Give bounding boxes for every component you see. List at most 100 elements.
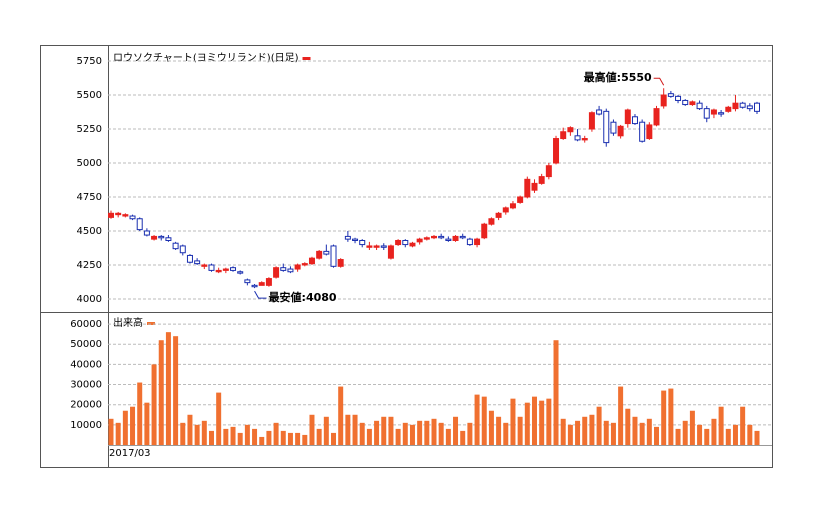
annotation-arrow [254, 290, 267, 299]
candle-body [675, 95, 682, 101]
candle-body [696, 102, 703, 110]
candle-body [330, 245, 337, 267]
candle-body [459, 235, 466, 239]
volume-bar [718, 406, 724, 445]
candle-body [603, 110, 610, 144]
annotation: 最高値:5550 [584, 70, 652, 84]
candle-body [746, 105, 753, 110]
y-tick-label: 20000 [70, 400, 102, 411]
volume-bar [632, 416, 638, 445]
volume-bar [137, 382, 143, 445]
volume-bar [510, 398, 516, 445]
volume-bar [194, 424, 200, 445]
volume-bar [216, 392, 222, 445]
volume-bar [732, 424, 738, 445]
y-tick-label: 30000 [70, 380, 102, 391]
candle-body [194, 260, 201, 265]
volume-bar [575, 420, 581, 445]
volume-bar [474, 394, 480, 445]
candle-body [337, 259, 344, 267]
volume-bar [122, 410, 128, 445]
volume-bar [567, 424, 573, 445]
volume-bar [309, 414, 315, 445]
candle-body [574, 135, 581, 141]
volume-bar [639, 422, 645, 445]
candle-body [553, 138, 560, 164]
candle-body [631, 116, 638, 125]
y-tick-label: 4500 [77, 226, 102, 237]
candle-body [754, 102, 760, 112]
volume-bar [431, 418, 437, 445]
volume-bar [460, 430, 466, 445]
volume-bar [496, 416, 502, 445]
candle-body [316, 250, 323, 259]
volume-bar [173, 336, 179, 445]
candle-body [402, 239, 409, 246]
candle-body [646, 124, 653, 140]
candle-body [366, 245, 373, 248]
volume-bar [546, 398, 552, 445]
volume-bar [323, 416, 329, 445]
candle-body [380, 245, 387, 248]
candle-body [344, 235, 351, 240]
volume-bar [287, 432, 293, 445]
candle-body [596, 109, 603, 115]
candle-body [639, 121, 646, 142]
candle-body [108, 212, 114, 218]
volume-bar [295, 432, 301, 445]
volume-bar [740, 406, 746, 445]
volume-bar [747, 424, 753, 445]
volume-bar [208, 430, 214, 445]
volume-bar [259, 436, 265, 445]
candle-body [301, 263, 308, 266]
volume-bar [374, 420, 380, 445]
y-tick-label: 60000 [70, 319, 102, 330]
volume-bar [646, 418, 652, 445]
volume-bar [553, 340, 559, 445]
y-tick-label: 10000 [70, 420, 102, 431]
volume-bar [754, 430, 760, 445]
volume-bar [625, 408, 631, 445]
candle-body [129, 215, 136, 220]
volume-title: 出来高 [113, 316, 143, 329]
candle-body [438, 235, 445, 239]
candle-body [732, 102, 739, 110]
candle-body [481, 223, 488, 239]
candle-body [452, 235, 459, 241]
volume-bar [531, 396, 537, 445]
volume-bar [331, 432, 337, 445]
volume-bar [582, 416, 588, 445]
candle-body [624, 109, 631, 125]
volume-bar [711, 418, 717, 445]
candle-body [395, 239, 402, 246]
volume-bar [280, 430, 286, 445]
candle-body [265, 278, 272, 286]
candle-body [581, 138, 588, 141]
volume-bar [467, 422, 473, 445]
candle-body [610, 121, 617, 134]
candle-body [545, 165, 552, 178]
candle-body [373, 245, 380, 248]
candle-body [531, 182, 538, 191]
volume-bar [654, 426, 660, 445]
volume-bar [618, 386, 624, 445]
candle-body [258, 282, 265, 286]
volume-bar [539, 400, 545, 445]
candle-body [423, 237, 430, 240]
candle-body [172, 242, 179, 250]
candle-body [280, 267, 287, 271]
y-tick-label: 5250 [77, 124, 102, 135]
volume-bar [725, 428, 731, 445]
volume-bar [266, 430, 272, 445]
y-tick-label: 4000 [77, 294, 102, 305]
candle-body [416, 238, 423, 243]
volume-bar [381, 416, 387, 445]
volume-bar [596, 406, 602, 445]
candle-body [409, 242, 416, 247]
candle-body [179, 245, 186, 254]
volume-bar [302, 434, 308, 445]
candle-body [230, 267, 237, 271]
candle-body [387, 245, 394, 259]
y-tick-label: 40000 [70, 359, 102, 370]
